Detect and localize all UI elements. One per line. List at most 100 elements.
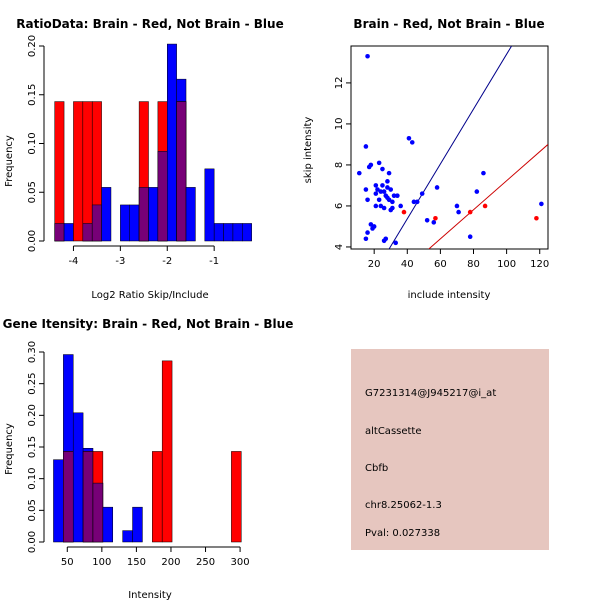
intensity-y-axis-label: Frequency [4, 423, 15, 475]
scatter-point-notbrain [385, 179, 390, 184]
scatter-point-notbrain [380, 166, 385, 172]
intensity-bars [53, 354, 242, 543]
ratio-bar-brain [54, 101, 65, 242]
ratio-histogram-panel: RatioData: Brain - Red, Not Brain - Blue… [4, 17, 284, 301]
intensity-x-tick-label: 200 [161, 557, 180, 568]
ratio-y-axis-label: Frequency [4, 135, 15, 187]
intensity-bar-brain [231, 451, 242, 543]
scatter-point-notbrain [383, 236, 389, 242]
scatter-point-notbrain [363, 236, 369, 242]
scatter-point-notbrain [474, 189, 480, 194]
ratio-bar-notbrain [185, 187, 196, 242]
ratio-axes: -4 -3 -2 -1 0.00 0.05 0.10 0.15 0.20 [27, 35, 219, 267]
scatter-point-notbrain [391, 193, 397, 198]
intensity-bar-brain [152, 451, 163, 543]
intensity-bar-notbrain [72, 412, 84, 543]
scatter-point-notbrain [385, 185, 390, 190]
intensity-x-tick-label: 300 [231, 557, 250, 568]
ratio-bar-notbrain [167, 43, 177, 242]
ratio-bar-notbrain [223, 223, 234, 242]
scatter-point-notbrain [381, 205, 387, 211]
scatter-blue-line [388, 46, 513, 249]
scatter-point-brain [482, 203, 488, 209]
scatter-point-notbrain [388, 187, 394, 192]
ratio-y-tick-label: 0.05 [27, 181, 38, 203]
ratio-x-tick-label: -3 [115, 256, 125, 267]
ratio-bar-notbrain [232, 223, 243, 242]
scatter-point-notbrain [375, 187, 380, 192]
scatter-point-notbrain [376, 197, 382, 203]
scatter-point-notbrain [414, 199, 420, 205]
event-type: altCassette [365, 426, 422, 437]
scatter-point-notbrain [378, 189, 384, 194]
scatter-point-notbrain [424, 217, 430, 223]
scatter-point-notbrain [539, 201, 544, 207]
ratio-bar-notbrain [129, 204, 140, 242]
intensity-bar-overlap [92, 482, 104, 543]
scatter-point-notbrain [378, 203, 384, 209]
scatter-point-notbrain [373, 203, 379, 209]
scatter-point-notbrain [365, 197, 370, 203]
ratio-bar-overlap [176, 101, 187, 242]
ratio-bar-overlap [54, 223, 65, 242]
scatter-x-tick-label: 120 [530, 259, 549, 270]
scatter-point-notbrain [390, 205, 395, 211]
ratio-bar-overlap [138, 187, 149, 242]
ratio-bar-notbrain [63, 223, 74, 242]
intensity-axes: 50 100 150 200 250 300 0.00 0.05 0.10 0.15 0.20 0.2… [27, 341, 250, 568]
ratio-bar-brain [73, 101, 84, 242]
scatter-point-notbrain [376, 160, 382, 166]
scatter-point-notbrain [395, 193, 400, 198]
scatter-axes: 20 40 60 80 100 120 4 6 8 10 12 [334, 77, 549, 270]
scatter-clipped-group [356, 46, 548, 249]
intensity-chart-title: Gene Itensity: Brain - Red, Not Brain - … [3, 317, 294, 331]
intensity-bar-brain [161, 360, 173, 543]
scatter-point-notbrain [363, 144, 369, 149]
scatter-point-notbrain [431, 220, 437, 225]
ratio-bar-overlap [91, 204, 102, 242]
scatter-point-notbrain [368, 162, 374, 168]
scatter-point-notbrain [456, 209, 461, 215]
ratio-bar-notbrain [148, 187, 159, 242]
scatter-point-notbrain [371, 224, 377, 229]
scatter-point-notbrain [368, 222, 374, 227]
ratio-x-tick-label: -1 [209, 256, 219, 267]
scatter-point-notbrain [373, 191, 379, 196]
intensity-y-tick-label: 0.20 [27, 404, 38, 426]
scatter-point-notbrain [467, 234, 473, 239]
intensity-y-tick-label: 0.15 [27, 436, 38, 458]
scatter-point-notbrain [406, 135, 412, 141]
ratio-bar-notbrain [213, 223, 224, 242]
ratio-bars [54, 43, 252, 242]
scatter-point-notbrain [386, 170, 392, 176]
scatter-point-notbrain [356, 170, 362, 176]
scatter-panel: Brain - Red, Not Brain - Blue include in… [303, 17, 549, 301]
ratio-x-tick-label: -4 [68, 256, 78, 267]
ratio-bar-overlap [82, 223, 93, 242]
intensity-y-tick-label: 0.10 [27, 468, 38, 490]
scatter-point-notbrain [454, 203, 460, 209]
scatter-point-notbrain [380, 183, 385, 188]
probe-id: G7231314@J945217@i_at [365, 388, 496, 399]
scatter-point-notbrain [365, 230, 370, 235]
scatter-point-notbrain [390, 199, 395, 205]
genomic-location: chr8.25062-1.3 [365, 500, 442, 511]
scatter-y-tick-label: 12 [334, 77, 345, 90]
scatter-point-notbrain [363, 187, 369, 192]
p-value: Pval: 0.027338 [365, 528, 440, 539]
intensity-x-axis-label: Intensity [128, 590, 172, 600]
scatter-chart-title: Brain - Red, Not Brain - Blue [353, 17, 544, 31]
ratio-y-tick-label: 0.10 [27, 132, 38, 154]
scatter-point-brain [433, 215, 438, 221]
scatter-plot-box [350, 45, 549, 250]
intensity-bar-notbrain [102, 506, 114, 543]
intensity-bar-notbrain [53, 459, 64, 543]
intensity-histogram-panel: Gene Itensity: Brain - Red, Not Brain - … [3, 317, 294, 600]
ratio-bar-notbrain [120, 204, 130, 242]
ratio-bar-notbrain [242, 223, 252, 242]
intensity-bar-notbrain [122, 530, 133, 543]
scatter-point-notbrain [373, 183, 379, 188]
intensity-y-tick-label: 0.25 [27, 373, 38, 395]
scatter-point-brain [534, 215, 539, 221]
